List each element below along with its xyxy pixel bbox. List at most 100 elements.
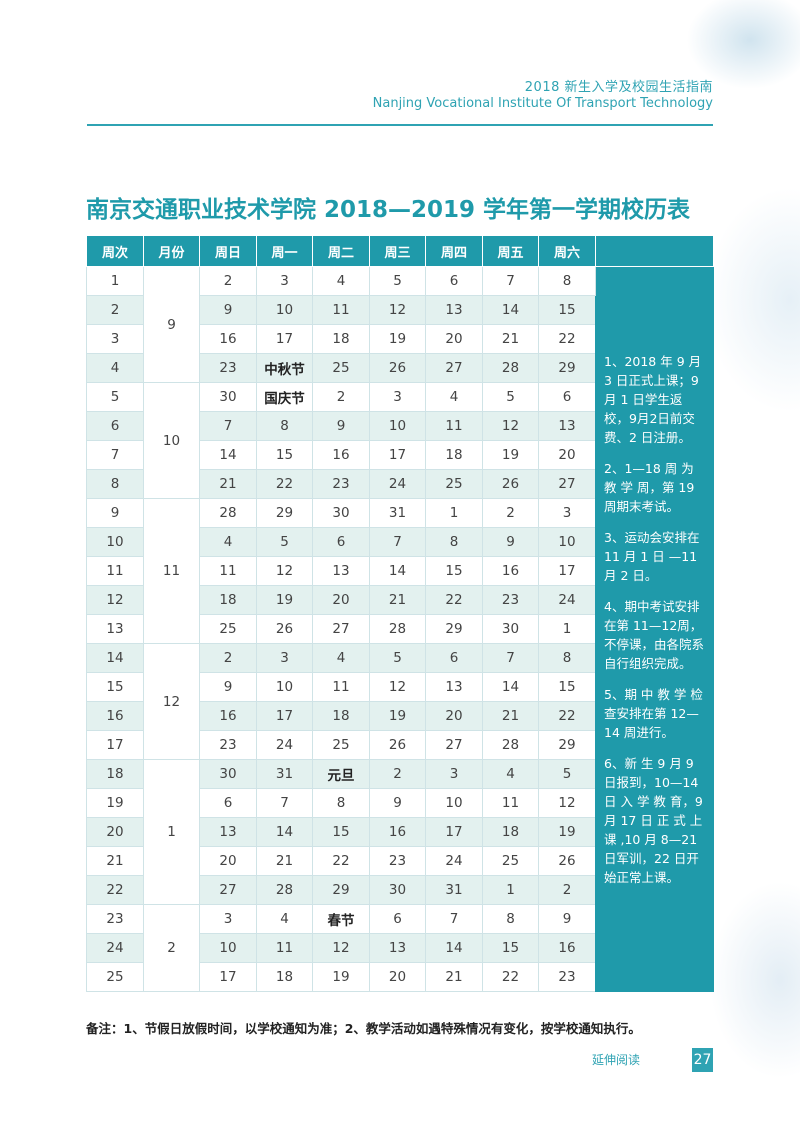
month-cell: 9 — [143, 266, 200, 383]
table-row: 4 23 中秋节 25 26 27 28 29 — [86, 353, 714, 383]
date-cell: 26 — [369, 353, 426, 383]
header-title-en: Nanjing Vocational Institute Of Transpor… — [372, 96, 713, 111]
table-row: 7 14 15 16 17 18 19 20 — [86, 440, 714, 470]
table-row: 5 10 30 国庆节 2 3 4 5 6 — [86, 382, 714, 499]
table-row: 12 18 19 20 21 22 23 24 — [86, 585, 714, 615]
date-cell: 10 — [369, 411, 426, 441]
header-week: 周次 — [86, 235, 144, 267]
date-cell: 2 — [369, 759, 426, 789]
date-cell: 19 — [369, 701, 426, 731]
page-number: 27 — [692, 1048, 713, 1072]
date-cell: 8 — [482, 904, 539, 934]
table-row: 16 16 17 18 19 20 21 22 — [86, 701, 714, 731]
date-cell: 12 — [369, 672, 426, 702]
date-cell: 7 — [256, 788, 313, 818]
date-cell: 9 — [538, 904, 596, 934]
week-number-cell: 1 — [86, 266, 144, 296]
date-cell: 25 — [199, 614, 257, 644]
table-row: 9 11 28 29 30 31 1 2 3 — [86, 498, 714, 644]
date-cell: 31 — [425, 875, 483, 905]
date-cell: 22 — [538, 701, 596, 731]
date-cell: 5 — [369, 266, 426, 296]
header-sunday: 周日 — [199, 235, 257, 267]
date-cell: 17 — [425, 817, 483, 847]
week-number-cell: 17 — [86, 730, 144, 760]
date-cell: 16 — [369, 817, 426, 847]
date-cell: 4 — [312, 643, 370, 673]
date-cell: 25 — [425, 469, 483, 499]
table-row: 20 13 14 15 16 17 18 19 — [86, 817, 714, 847]
date-cell: 4 — [256, 904, 313, 934]
week-number-cell: 10 — [86, 527, 144, 557]
week-number-cell: 2 — [86, 295, 144, 325]
week-number-cell: 9 — [86, 498, 144, 528]
table-row: 18 1 30 31 元旦 2 3 4 5 — [86, 759, 714, 905]
table-row: 8 21 22 23 24 25 26 27 — [86, 469, 714, 499]
date-cell: 11 — [425, 411, 483, 441]
date-cell: 1 — [425, 498, 483, 528]
week-number-cell: 5 — [86, 382, 144, 412]
date-cell: 30 — [312, 498, 370, 528]
week-number-cell: 12 — [86, 585, 144, 615]
date-cell: 3 — [256, 266, 313, 296]
date-cell: 15 — [425, 556, 483, 586]
date-cell: 5 — [369, 643, 426, 673]
date-cell: 14 — [425, 933, 483, 963]
date-cell: 6 — [425, 643, 483, 673]
header-notes-spacer — [595, 235, 714, 267]
date-cell: 13 — [425, 295, 483, 325]
date-cell: 10 — [256, 672, 313, 702]
table-row: 19 6 7 8 9 10 11 12 — [86, 788, 714, 818]
date-cell: 21 — [199, 469, 257, 499]
date-cell: 12 — [369, 295, 426, 325]
date-cell: 10 — [256, 295, 313, 325]
date-cell: 10 — [538, 527, 596, 557]
date-cell: 13 — [369, 933, 426, 963]
date-cell: 5 — [256, 527, 313, 557]
table-row: 17 23 24 25 26 27 28 29 — [86, 730, 714, 760]
page-title: 南京交通职业技术学院 2018—2019 学年第一学期校历表 — [86, 197, 691, 223]
date-cell: 11 — [256, 933, 313, 963]
date-cell: 22 — [256, 469, 313, 499]
date-cell: 30 — [199, 382, 257, 412]
week-number-cell: 11 — [86, 556, 144, 586]
date-cell: 30 — [369, 875, 426, 905]
date-cell: 23 — [199, 353, 257, 383]
date-cell: 12 — [482, 411, 539, 441]
date-cell: 26 — [538, 846, 596, 876]
date-cell: 23 — [538, 962, 596, 992]
note-item: 1、2018 年 9 月 3 日正式上课；9 月 1 日学生返校，9月2日前交费… — [604, 354, 702, 445]
note-item: 3、运动会安排在 11 月 1 日 —11 月 2 日。 — [604, 530, 700, 583]
date-cell: 23 — [312, 469, 370, 499]
date-cell: 2 — [312, 382, 370, 412]
week-number-cell: 22 — [86, 875, 144, 905]
date-cell: 14 — [482, 295, 539, 325]
date-cell: 17 — [256, 701, 313, 731]
table-header-row: 周次 月份 周日 周一 周二 周三 周四 周五 周六 — [86, 235, 714, 267]
date-cell: 28 — [369, 614, 426, 644]
date-cell: 2 — [482, 498, 539, 528]
date-cell: 19 — [312, 962, 370, 992]
date-cell: 29 — [312, 875, 370, 905]
date-cell: 21 — [425, 962, 483, 992]
date-cell: 27 — [425, 353, 483, 383]
date-cell: 10 — [425, 788, 483, 818]
table-row: 10 4 5 6 7 8 9 10 — [86, 527, 714, 557]
table-row: 11 11 12 13 14 15 16 17 — [86, 556, 714, 586]
date-cell: 31 — [369, 498, 426, 528]
date-cell: 16 — [312, 440, 370, 470]
note-item: 6、新 生 9 月 9 日报到，10—14 日 入 学 教 育，9 月 17 日… — [604, 756, 703, 885]
header-thursday: 周四 — [425, 235, 483, 267]
date-cell: 20 — [538, 440, 596, 470]
header-friday: 周五 — [482, 235, 539, 267]
date-cell: 11 — [482, 788, 539, 818]
month-cell: 10 — [143, 382, 200, 499]
date-cell: 18 — [312, 324, 370, 354]
date-cell: 17 — [369, 440, 426, 470]
date-cell: 7 — [199, 411, 257, 441]
date-cell: 7 — [482, 266, 539, 296]
date-cell: 28 — [482, 730, 539, 760]
date-cell: 4 — [199, 527, 257, 557]
date-cell: 13 — [425, 672, 483, 702]
date-cell: 15 — [482, 933, 539, 963]
